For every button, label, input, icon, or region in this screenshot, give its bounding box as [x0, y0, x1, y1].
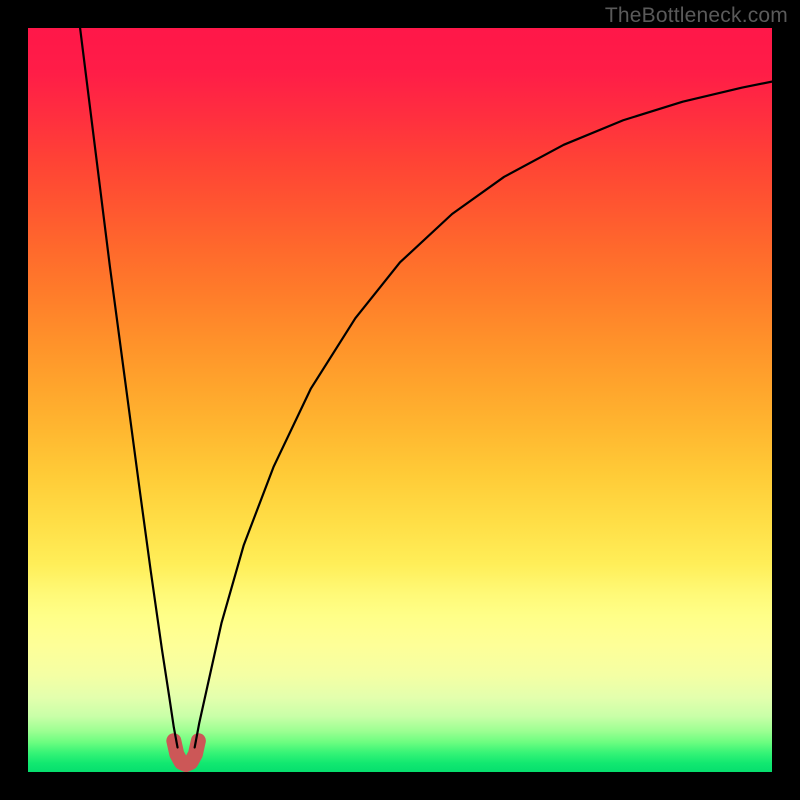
chart-canvas: TheBottleneck.com: [0, 0, 800, 800]
watermark-label: TheBottleneck.com: [605, 4, 788, 28]
gradient-background: [28, 28, 772, 772]
bottleneck-chart-svg: [0, 0, 800, 800]
plot-area: [28, 28, 772, 772]
